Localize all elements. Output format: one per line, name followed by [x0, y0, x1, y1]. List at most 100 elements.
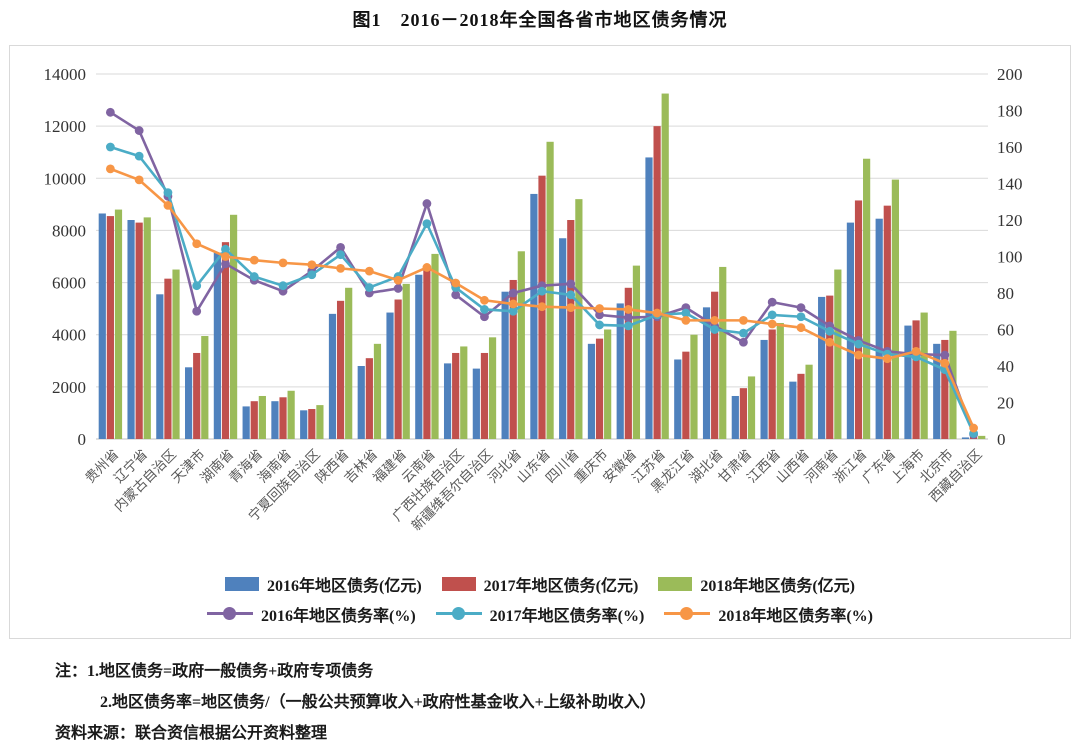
line-marker [825, 337, 835, 347]
bar [731, 395, 739, 439]
bar [185, 367, 193, 439]
bar [98, 213, 106, 439]
bar [961, 437, 970, 439]
legend-bar-swatch [658, 576, 693, 591]
bar [127, 220, 135, 439]
bar [904, 325, 912, 439]
line-marker [566, 279, 576, 289]
line-marker [134, 151, 144, 161]
chart-frame: 0 2000 4000 6000 8000 10000 12000 14000 0 20 40 60 8… [9, 45, 1071, 639]
line-marker [192, 306, 202, 316]
line-marker [796, 323, 806, 333]
line-marker [278, 281, 288, 291]
legend-label: 2017年地区债务(亿元) [483, 577, 639, 595]
bar [567, 220, 575, 439]
bar [912, 320, 920, 439]
left-axis-tick-label: 0 [78, 430, 87, 449]
bar [402, 283, 410, 439]
line-marker [192, 239, 202, 249]
line-marker [105, 107, 115, 117]
bar [789, 381, 797, 439]
bar [768, 329, 776, 439]
legend-item: 2017年地区债务(亿元) [441, 572, 639, 596]
bar [702, 307, 711, 439]
bar [201, 336, 209, 439]
bar [221, 242, 230, 439]
line-marker [336, 242, 345, 252]
bar [394, 299, 402, 439]
left-axis-tick-label: 6000 [52, 274, 86, 293]
line-marker [364, 266, 374, 276]
bar [114, 209, 123, 439]
line-marker [681, 308, 691, 318]
line-marker [767, 319, 777, 329]
line-marker [537, 286, 547, 296]
right-axis-tick-label: 100 [997, 248, 1023, 267]
bar [287, 390, 295, 439]
line-marker [739, 328, 748, 338]
line-marker [221, 252, 230, 261]
legend-line-marker [664, 607, 711, 620]
right-axis-tick-label: 140 [997, 175, 1023, 194]
legend-item: 2018年地区债务(亿元) [658, 572, 855, 596]
line-marker [451, 278, 461, 288]
line-marker [739, 315, 748, 325]
bar [357, 366, 365, 439]
line-marker [796, 303, 806, 312]
line-marker [192, 281, 202, 291]
bar [271, 401, 279, 439]
bar [472, 368, 480, 439]
bar [229, 214, 238, 439]
bar [242, 406, 250, 439]
note-line-1: 注：1.地区债务=政府一般债务+政府专项债务 [55, 663, 374, 680]
bar [818, 296, 826, 439]
bar [460, 346, 468, 439]
legend-line-dot [451, 607, 465, 620]
line-marker [105, 142, 115, 152]
right-axis-tick-label: 80 [997, 284, 1014, 303]
bar [336, 300, 345, 439]
right-axis-tick-label: 200 [997, 65, 1023, 84]
line-marker [508, 288, 518, 298]
line-marker [480, 312, 489, 322]
bar [883, 205, 891, 439]
line-marker [451, 290, 461, 300]
bar [760, 339, 768, 439]
bar [156, 294, 164, 439]
line-marker [767, 297, 777, 307]
bar [488, 337, 497, 439]
chart-legend: 2016年地区债务(亿元) 2017年地区债务(亿元) 2018年地区债务(亿元) … [10, 570, 1070, 627]
legend-line-marker [435, 607, 482, 620]
bar [645, 157, 653, 439]
bar [106, 216, 114, 439]
legend-item: 2016年地区债务(亿元) [224, 572, 422, 596]
bar [920, 312, 928, 439]
bar [846, 222, 855, 439]
right-axis-tick-label: 0 [997, 430, 1006, 449]
note-line-2: 2.地区债务率=地区债务/（一般公共预算收入+政府性基金收入+上级补助收入） [100, 694, 656, 711]
legend-label: 2018年地区债务(亿元) [700, 577, 855, 595]
left-axis-tick-label: 2000 [52, 378, 86, 397]
line-marker [393, 284, 403, 293]
bar [863, 158, 871, 439]
line-marker [710, 325, 720, 334]
line-marker [307, 270, 317, 280]
bar [480, 352, 489, 439]
line-marker [940, 350, 950, 360]
bar [797, 373, 805, 439]
line-marker [537, 302, 547, 312]
line-marker [595, 320, 604, 330]
legend-line-dot [680, 607, 694, 620]
line-marker [278, 258, 288, 268]
line-marker [969, 423, 979, 433]
bar [719, 266, 727, 439]
legend-item: 2018年地区债务率(%) [664, 602, 873, 626]
bar [653, 126, 661, 440]
chart-title: 图1 2016－2018年全国各省市地区债务情况 [352, 10, 728, 30]
legend-line-marker [206, 607, 253, 620]
bar [875, 218, 883, 439]
bar [423, 265, 431, 439]
bar [747, 376, 756, 439]
bar [978, 435, 986, 439]
legend-item: 2016年地区债务率(%) [206, 602, 416, 626]
